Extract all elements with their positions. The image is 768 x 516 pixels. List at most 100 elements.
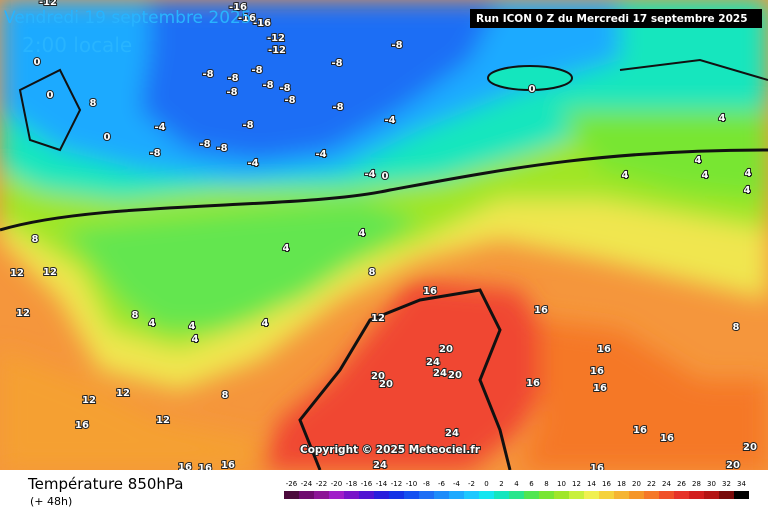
contour-label: -8 [332,102,343,113]
temperature-field [0,0,768,471]
contour-label: -8 [199,139,210,150]
contour-label: -12 [268,45,286,56]
contour-label: 20 [743,442,757,453]
scale-label: -4 [453,480,461,488]
contour-label: -8 [391,40,402,51]
contour-label: -4 [154,122,165,133]
scale-label: -22 [316,480,327,488]
contour-label: 4 [189,321,196,332]
contour-label: 16 [75,420,89,431]
contour-label: 16 [423,286,437,297]
contour-label: 4 [622,170,629,181]
contour-label: 0 [104,132,111,143]
scale-swatch [569,491,584,499]
scale-label: 20 [632,480,641,488]
contour-label: 16 [660,433,674,444]
contour-label: 8 [32,234,39,245]
contour-label: 0 [529,84,536,95]
scale-swatch [389,491,404,499]
contour-label: 0 [382,171,389,182]
scale-label: 16 [602,480,611,488]
contour-label: 20 [726,460,740,471]
contour-label: 12 [156,415,170,426]
contour-label: 12 [16,308,30,319]
contour-labels: -12 -16-16-16-12-12 -8-8-8 -8-8-8-8 -8-8-8-8… [9,0,758,475]
scale-label: 0 [484,480,488,488]
scale-swatch [554,491,569,499]
run-box [470,9,762,28]
contour-label: 8 [733,322,740,333]
contour-label: -4 [384,115,395,126]
contour-label: -8 [279,83,290,94]
legend-title: Température 850hPa [27,475,184,493]
scale-swatch [359,491,374,499]
contour-label: 0 [34,57,41,68]
run-info: Run ICON 0 Z du Mercredi 17 septembre 20… [476,13,748,25]
scale-swatch [704,491,719,499]
contour-label: 0 [47,90,54,101]
contour-label: 20 [371,371,385,382]
scale-label: 14 [587,480,596,488]
contour-label: 4 [719,113,726,124]
scale-label: 12 [572,480,581,488]
contour-label: 4 [745,168,752,179]
scale-label: 18 [617,480,626,488]
contour-label: 20 [448,370,462,381]
contour-label: 12 [43,267,57,278]
scale-swatch [614,491,629,499]
scale-swatch [494,491,509,499]
scale-swatch [404,491,419,499]
contour-label: 20 [379,379,393,390]
contour-label: 4 [695,155,702,166]
contour-label: 16 [597,344,611,355]
contour-label: 24 [445,428,459,439]
contour-label: 4 [359,228,366,239]
contour-label: 4 [149,318,156,329]
contour-label: 4 [262,318,269,329]
scale-label: 10 [557,480,566,488]
contour-label: 4 [744,185,751,196]
scale-swatch [449,491,464,499]
contour-label: 16 [633,425,647,436]
contour-label: -8 [331,58,342,69]
scale-label: 26 [677,480,686,488]
color-scale: -26 -24 -22 -20 -18 -16 -14 -12 -10 -8 -6 -4 -2 0 2 4 6 8… [284,480,749,499]
legend-subtitle: (+ 48h) [30,495,72,508]
contour-label: 20 [439,344,453,355]
valid-date: Vendredi 19 septembre 2025 [4,8,252,28]
scale-swatch [719,491,734,499]
contour-label: -12 [267,33,285,44]
contour-label: 24 [426,357,440,368]
contour-label: -8 [226,87,237,98]
scale-swatch [284,491,299,499]
scale-swatch [374,491,389,499]
contour-label: -8 [149,148,160,159]
scale-label: -20 [331,480,342,488]
scale-swatch [629,491,644,499]
contour-label: 16 [593,383,607,394]
scale-swatch [644,491,659,499]
copyright: Copyright © 2025 Meteociel.fr [300,444,481,456]
scale-label: -16 [361,480,373,488]
scale-label: 8 [544,480,548,488]
contour-label: 4 [283,243,290,254]
scale-swatch [479,491,494,499]
scale-label: -12 [391,480,402,488]
scale-label: 4 [514,480,519,488]
scale-swatch [419,491,434,499]
contour-label: -8 [216,143,227,154]
scale-swatch [509,491,524,499]
contour-label: 16 [526,378,540,389]
contour-label: -4 [364,169,375,180]
contour-label: -8 [242,120,253,131]
scale-label: -18 [346,480,357,488]
scale-swatch [464,491,479,499]
scale-swatch [584,491,599,499]
scale-label: 34 [737,480,746,488]
scale-label: 2 [499,480,503,488]
scale-swatch [524,491,539,499]
contour-label: -4 [315,149,326,160]
contour-label: 16 [590,366,604,377]
contour-label: -8 [262,80,273,91]
contour-label: 4 [192,334,199,345]
